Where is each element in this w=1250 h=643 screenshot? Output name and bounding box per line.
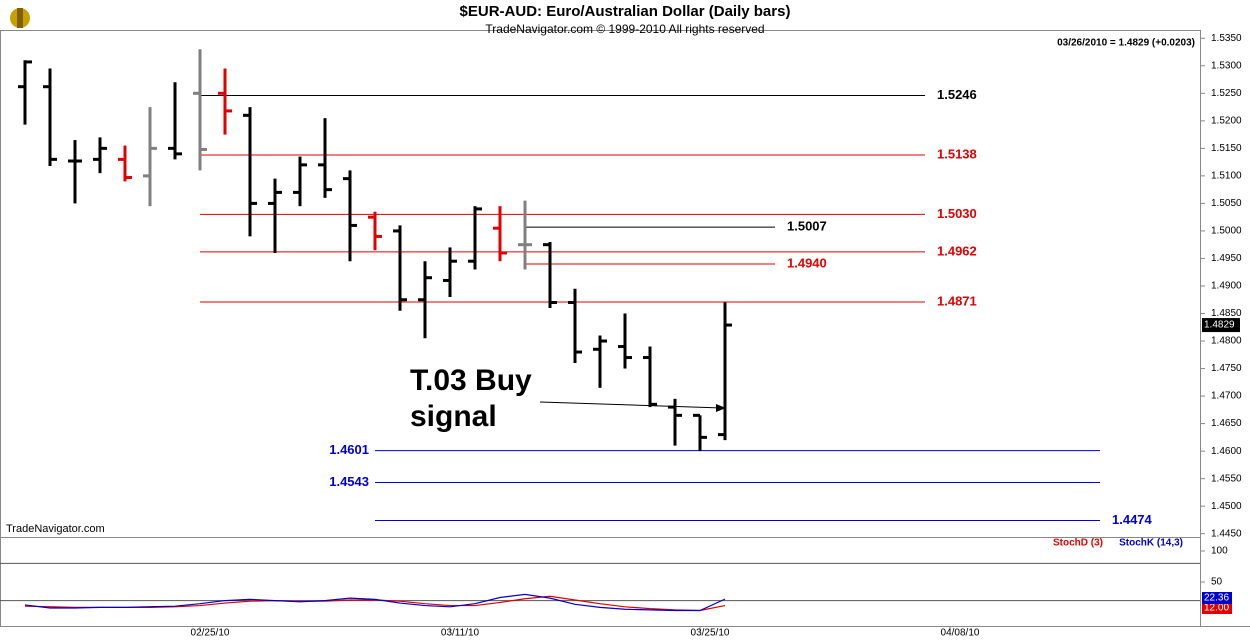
annotation: T.03 Buy (410, 364, 532, 397)
y-tick-label: 1.5300 (1211, 60, 1242, 71)
y-tick-label: 1.4800 (1211, 336, 1242, 347)
legend-entry: StochD (3) (1053, 538, 1103, 549)
y-tick-label: 1.4750 (1211, 363, 1242, 374)
y-tick-label: 1.5250 (1211, 88, 1242, 99)
level-label: 1.5030 (937, 206, 977, 221)
level-label: 1.5246 (937, 87, 977, 102)
chart-subtitle: TradeNavigator.com © 1999-2010 All right… (485, 22, 764, 36)
value-label: 12.00 (1204, 603, 1229, 614)
y-tick-label: 1.5200 (1211, 115, 1242, 126)
watermark: TradeNavigator.com (6, 523, 105, 535)
legend-entry: StochK (14,3) (1119, 538, 1183, 549)
level-label: 1.4962 (937, 243, 977, 258)
y-tick-label: 1.5100 (1211, 171, 1242, 182)
stoch-line (24, 593, 726, 612)
y-tick-label: 1.4600 (1211, 446, 1242, 457)
y-tick-label: 1.5000 (1211, 226, 1242, 237)
y-tick-label: 1.4850 (1211, 308, 1242, 319)
annotation: signal (410, 400, 497, 433)
arrow (539, 401, 723, 409)
value-label: 22.36 (1204, 593, 1229, 604)
value-box (1202, 592, 1232, 604)
y-tick-label: 1.4500 (1211, 501, 1242, 512)
y-tick-label: 1.4450 (1211, 528, 1242, 539)
last-price-label: 1.4829 (1204, 320, 1235, 331)
level-label: 1.5007 (787, 219, 827, 234)
y-tick-label: 1.5050 (1211, 198, 1242, 209)
x-tick-label: 03/11/10 (441, 628, 480, 639)
chart-title: $EUR-AUD: Euro/Australian Dollar (Daily … (460, 3, 791, 20)
x-tick-label: 02/25/10 (191, 628, 230, 639)
status: 03/26/2010 = 1.4829 (+0.0203) (1057, 38, 1195, 49)
level-label: 1.4940 (787, 255, 827, 270)
level-label: 1.4543 (329, 474, 369, 489)
level-label: 1.4601 (329, 442, 369, 457)
y-tick-label: 50 (1211, 577, 1223, 588)
level-label: 1.4474 (1112, 512, 1153, 527)
last-price-box (1202, 318, 1240, 333)
y-tick-label: 1.5150 (1211, 143, 1242, 154)
x-tick-label: 03/25/10 (691, 628, 730, 639)
arrow-head (716, 404, 726, 412)
level-label: 1.5138 (937, 146, 977, 161)
y-tick-label: 1.5350 (1211, 33, 1242, 44)
y-tick-label: 1.4700 (1211, 391, 1242, 402)
value-box (1202, 602, 1232, 614)
x-tick-label: 04/08/10 (941, 628, 980, 639)
y-tick-label: 100 (1211, 546, 1228, 557)
logo (10, 8, 30, 28)
level-label: 1.4871 (937, 293, 977, 308)
y-tick-label: 1.4550 (1211, 473, 1242, 484)
y-tick-label: 1.4950 (1211, 253, 1242, 264)
y-tick-label: 1.4650 (1211, 418, 1242, 429)
y-tick-label: 1.4900 (1211, 281, 1242, 292)
